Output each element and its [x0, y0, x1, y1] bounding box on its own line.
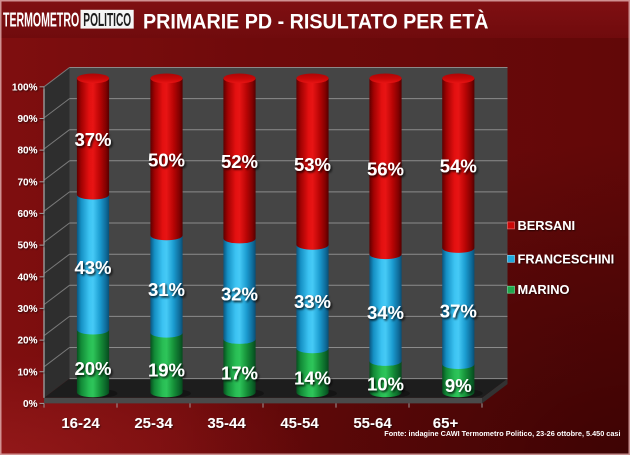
svg-text:54%: 54%: [440, 156, 477, 177]
svg-text:FRANCESCHINI: FRANCESCHINI: [518, 251, 615, 266]
svg-text:37%: 37%: [440, 301, 477, 322]
svg-text:90%: 90%: [17, 114, 37, 125]
svg-text:50%: 50%: [17, 241, 37, 252]
svg-text:31%: 31%: [148, 279, 185, 300]
svg-text:65+: 65+: [433, 415, 459, 432]
svg-text:MARINO: MARINO: [518, 282, 570, 297]
svg-text:40%: 40%: [17, 272, 37, 283]
svg-text:0%: 0%: [23, 399, 38, 410]
svg-text:32%: 32%: [221, 283, 258, 304]
svg-text:20%: 20%: [17, 336, 37, 347]
svg-text:60%: 60%: [17, 209, 37, 220]
svg-text:30%: 30%: [17, 304, 37, 315]
svg-text:20%: 20%: [74, 358, 111, 379]
svg-text:POLITICO: POLITICO: [83, 10, 131, 30]
svg-text:10%: 10%: [17, 367, 37, 378]
svg-text:50%: 50%: [148, 149, 185, 170]
svg-text:25-34: 25-34: [134, 415, 173, 432]
svg-text:37%: 37%: [74, 129, 111, 150]
svg-text:56%: 56%: [367, 159, 404, 180]
svg-text:100%: 100%: [12, 82, 38, 93]
svg-text:Fonte: indagine CAWI Termometr: Fonte: indagine CAWI Termometro Politico…: [384, 429, 620, 438]
svg-text:14%: 14%: [294, 367, 331, 388]
svg-text:45-54: 45-54: [280, 415, 319, 432]
svg-text:10%: 10%: [367, 374, 404, 395]
svg-text:43%: 43%: [74, 257, 111, 278]
svg-text:17%: 17%: [221, 363, 258, 384]
svg-text:70%: 70%: [17, 177, 37, 188]
svg-text:35-44: 35-44: [207, 415, 246, 432]
svg-text:80%: 80%: [17, 146, 37, 157]
svg-text:TERMOMETRO: TERMOMETRO: [3, 8, 79, 31]
svg-text:16-24: 16-24: [61, 415, 100, 432]
svg-text:9%: 9%: [445, 375, 472, 396]
svg-text:PRIMARIE PD - RISULTATO PER ET: PRIMARIE PD - RISULTATO PER ETÀ: [143, 9, 489, 34]
svg-text:52%: 52%: [221, 151, 258, 172]
svg-text:53%: 53%: [294, 154, 331, 175]
svg-text:55-64: 55-64: [353, 415, 392, 432]
svg-text:BERSANI: BERSANI: [518, 218, 576, 233]
svg-text:19%: 19%: [148, 360, 185, 381]
svg-text:34%: 34%: [367, 302, 404, 323]
svg-text:33%: 33%: [294, 291, 331, 312]
